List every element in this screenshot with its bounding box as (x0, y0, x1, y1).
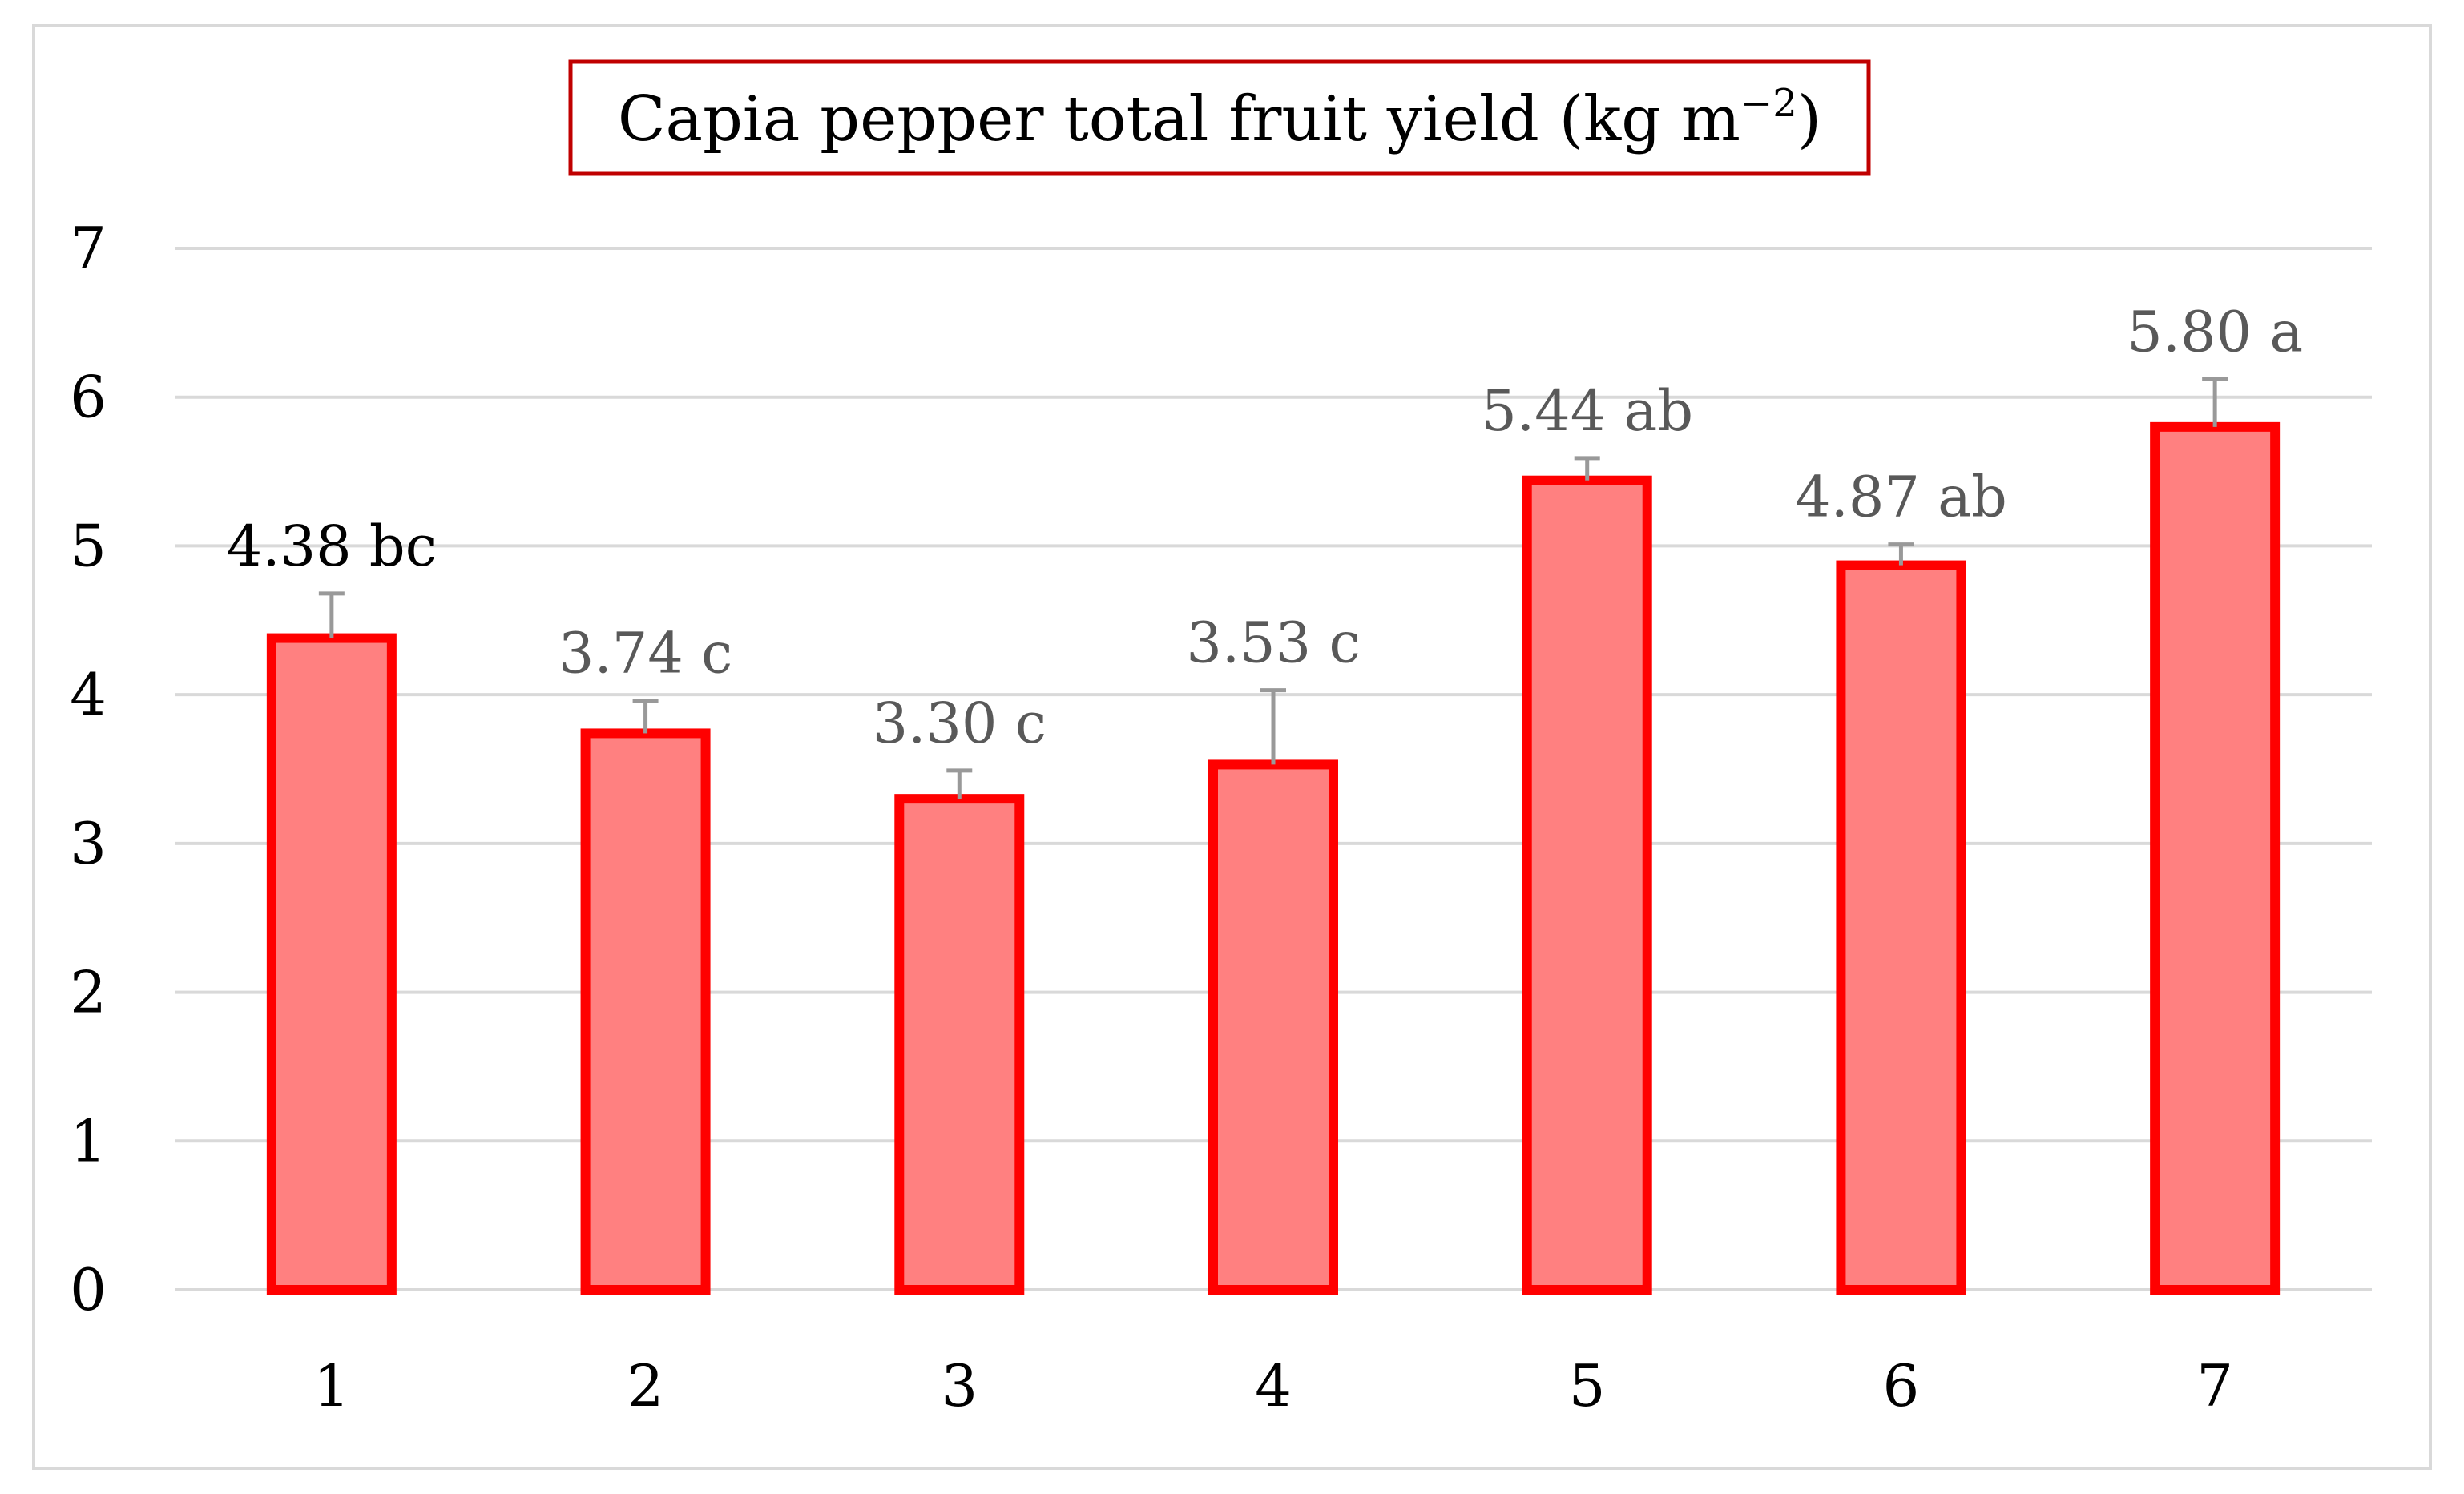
bars (266, 421, 2281, 1295)
x-axis-tick-labels: 1 2 3 4 5 6 7 (313, 1352, 2233, 1420)
chart-title-superscript: −2 (1740, 81, 1797, 126)
x-tick-label-4: 4 (1255, 1352, 1292, 1420)
chart-title: Capia pepper total fruit yield (kg m−2) (618, 81, 1821, 155)
x-tick-label-6: 6 (1883, 1352, 1920, 1420)
y-tick-label-5: 5 (70, 512, 107, 579)
y-tick-label-2: 2 (70, 959, 107, 1026)
x-tick-label-1: 1 (313, 1352, 350, 1420)
y-tick-label-7: 7 (70, 215, 107, 282)
bar-3 (894, 794, 1025, 1295)
y-tick-label-6: 6 (70, 364, 107, 431)
data-label-1: 4.38 bc (227, 513, 437, 579)
data-label-6: 4.87 ab (1795, 465, 2007, 530)
x-tick-label-2: 2 (627, 1352, 664, 1420)
bar-7 (2150, 421, 2281, 1295)
data-label-4: 3.53 c (1186, 610, 1360, 676)
chart-title-suffix: ) (1797, 83, 1821, 155)
chart-title-main: Capia pepper total fruit yield (kg m (618, 83, 1740, 155)
bar-2 (580, 728, 711, 1295)
chart-title-box (568, 59, 1871, 176)
bar-1 (266, 633, 397, 1295)
bar-6 (1836, 560, 1966, 1295)
chart-title-group: Capia pepper total fruit yield (kg m−2) (568, 59, 1871, 176)
y-tick-label-3: 3 (70, 810, 107, 877)
y-tick-label-0: 0 (70, 1256, 107, 1323)
bar-4 (1208, 759, 1338, 1295)
data-label-5: 5.44 ab (1481, 378, 1693, 444)
y-axis-tick-labels: 0 1 2 3 4 5 6 7 (70, 215, 107, 1323)
data-label-7: 5.80 a (2127, 299, 2303, 364)
x-tick-label-7: 7 (2196, 1352, 2233, 1420)
data-labels: 4.38 bc 3.74 c 3.30 c 3.53 c 5.44 ab 4.87 ab 5… (227, 299, 2303, 755)
x-tick-label-3: 3 (941, 1352, 978, 1420)
data-label-3: 3.30 c (873, 691, 1046, 756)
y-tick-label-1: 1 (70, 1107, 107, 1174)
data-label-2: 3.74 c (559, 621, 732, 687)
error-bars (318, 377, 2228, 799)
y-tick-label-4: 4 (70, 661, 107, 728)
bar-5 (1522, 475, 1652, 1295)
x-tick-label-5: 5 (1569, 1352, 1606, 1420)
